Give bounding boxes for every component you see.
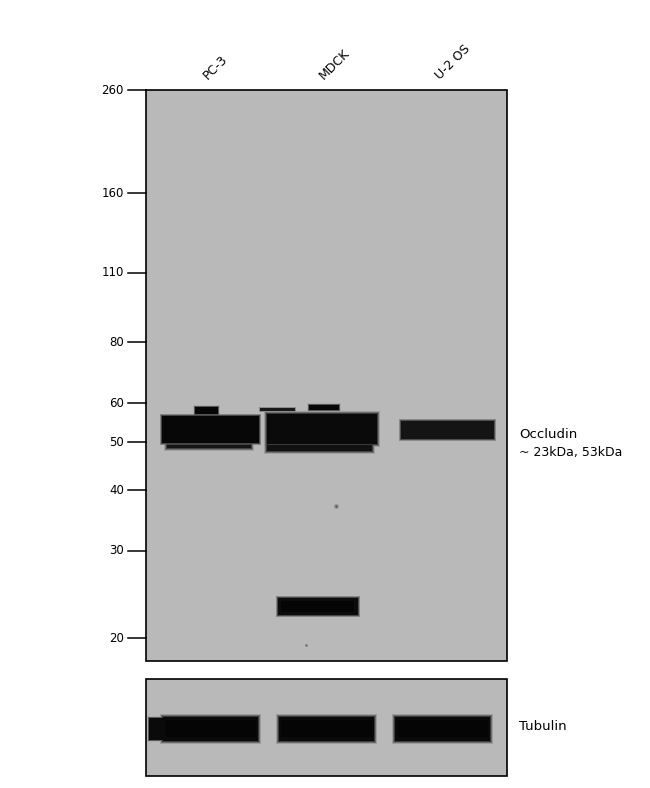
Text: 260: 260 <box>101 84 124 96</box>
Text: 60: 60 <box>109 396 124 410</box>
Text: Tubulin: Tubulin <box>519 720 567 734</box>
Bar <box>146 90 507 661</box>
Text: PC-3: PC-3 <box>201 53 230 82</box>
Text: Occludin: Occludin <box>519 428 577 440</box>
Text: 30: 30 <box>109 545 124 557</box>
Text: 40: 40 <box>109 484 124 496</box>
Text: 20: 20 <box>109 631 124 645</box>
Text: MDCK: MDCK <box>317 46 352 82</box>
Text: 50: 50 <box>109 436 124 448</box>
Text: ~ 23kDa, 53kDa: ~ 23kDa, 53kDa <box>519 445 623 459</box>
Text: 160: 160 <box>101 187 124 199</box>
Text: 80: 80 <box>109 336 124 348</box>
Text: U-2 OS: U-2 OS <box>433 42 473 82</box>
Bar <box>146 679 507 776</box>
Text: 110: 110 <box>101 266 124 280</box>
